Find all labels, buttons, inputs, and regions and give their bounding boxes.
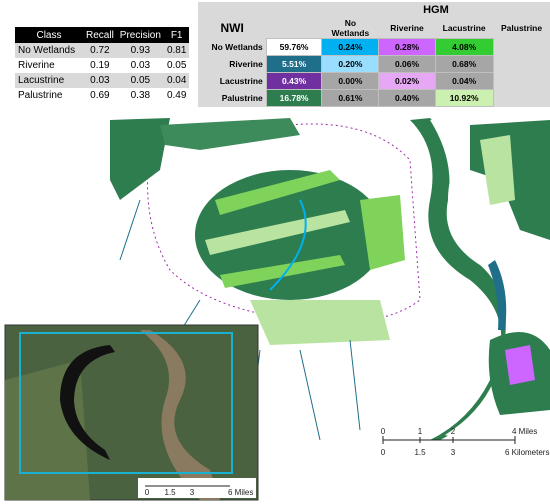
column-header: Lacustrine xyxy=(442,23,486,33)
palustrine-patch xyxy=(360,195,405,270)
metric-cell: 0.81 xyxy=(163,43,190,58)
scale-label: 1.5 xyxy=(414,448,426,457)
scale-label: 1.5 xyxy=(164,488,176,497)
matrix-cell: 0.20% xyxy=(321,55,380,73)
matrix-cell: 4.08% xyxy=(434,38,494,56)
table-row: No Wetlands 59.76% 0.24% 0.28% 4.08% xyxy=(198,38,550,56)
scale-box xyxy=(138,478,256,498)
scale-label: 6 Miles xyxy=(228,488,253,497)
column-header: Class xyxy=(15,27,83,43)
metric-cell: 0.05 xyxy=(116,73,164,88)
metric-cell: 0.19 xyxy=(90,60,110,71)
column-header: Recall xyxy=(83,27,117,43)
metric-cell: 0.49 xyxy=(166,90,187,101)
matrix-cell: 0.40% xyxy=(378,89,436,107)
column-header: F1 xyxy=(163,27,190,43)
spacer xyxy=(266,18,322,39)
spacer xyxy=(198,2,266,18)
scale-label: 6 Kilometers xyxy=(505,448,549,457)
wetland-map xyxy=(110,118,550,441)
matrix-cell: 0.00% xyxy=(321,72,380,90)
metric-cell: 0.72 xyxy=(83,43,117,58)
scale-label: 0 xyxy=(381,427,386,436)
metric-cell: 0.05 xyxy=(166,60,187,71)
column-header: Precision xyxy=(116,27,164,43)
river-bank xyxy=(410,118,514,440)
column-title: HGM xyxy=(423,4,449,16)
forest-patch xyxy=(110,118,170,200)
matrix-cell: 0.04% xyxy=(434,72,494,90)
confusion-table: HGM NWI No Wetlands Riverine Lacustrine Pal… xyxy=(198,2,550,107)
river xyxy=(430,118,517,438)
lake-arc xyxy=(60,345,115,460)
forest-patch xyxy=(160,118,300,150)
row-header: Palustrine xyxy=(221,93,263,103)
table-row: Riverine 5.51% 0.20% 0.06% 0.68% xyxy=(198,55,550,73)
row-header: Lacustrine xyxy=(219,76,263,86)
row-header: Riverine xyxy=(229,59,263,69)
matrix-cell: 0.24% xyxy=(321,38,380,56)
palustrine-patch xyxy=(220,255,345,288)
matrix-cell: 16.78% xyxy=(265,89,323,107)
spacer xyxy=(266,2,322,18)
column-header: Riverine xyxy=(390,23,424,33)
palustrine-patch xyxy=(250,300,390,345)
palustrine-patch xyxy=(215,170,340,215)
matrix-cell: 59.76% xyxy=(265,38,323,56)
metric-cell: 0.38 xyxy=(130,90,151,101)
scale-label: 3 xyxy=(190,488,195,497)
scale-label: 2 xyxy=(451,427,456,436)
stream xyxy=(269,199,307,291)
matrix-cell: 0.06% xyxy=(378,55,436,73)
row-header: No Wetlands xyxy=(211,42,263,52)
column-header: Palustrine xyxy=(501,23,543,34)
scale-label: 0 xyxy=(145,488,150,497)
matrix-cell: 5.51% xyxy=(265,55,323,73)
matrix-cell: 10.92% xyxy=(434,89,494,107)
table-row: Palustrine 0.69 0.38 0.49 xyxy=(15,88,189,103)
metric-cell: 0.03 xyxy=(83,73,117,88)
table-row: Lacustrine 0.03 0.05 0.04 xyxy=(15,73,190,88)
metric-cell: 0.93 xyxy=(116,43,164,58)
matrix-cell: 0.68% xyxy=(434,55,494,73)
scale-label: 0 xyxy=(381,448,386,457)
row-title: NWI xyxy=(220,21,244,36)
column-header: No Wetlands xyxy=(331,18,370,38)
inset-image: 0 1.5 3 6 Miles xyxy=(4,324,259,501)
palustrine-patch xyxy=(480,135,515,205)
metric-cell: 0.69 xyxy=(90,90,110,101)
extent-box xyxy=(19,332,233,474)
table-row: Lacustrine 0.43% 0.00% 0.02% 0.04% xyxy=(198,72,550,90)
matrix-cell: 0.02% xyxy=(378,72,436,90)
scale-label: 3 xyxy=(451,448,456,457)
matrix-cell: 0.61% xyxy=(321,89,380,107)
metric-cell: 0.03 xyxy=(130,60,151,71)
table-row: Riverine 0.19 0.03 0.05 xyxy=(15,58,189,73)
metric-cell: 0.04 xyxy=(163,73,190,88)
lacustrine-patch xyxy=(505,345,535,385)
class-cell: Riverine xyxy=(18,60,55,71)
matrix-cell: 0.28% xyxy=(378,38,436,56)
table-row: Palustrine 16.78% 0.61% 0.40% 10.92% xyxy=(198,89,550,107)
matrix-cell: 0.43% xyxy=(265,72,323,90)
map-scale-bar: 0 1 2 4 Miles 0 1.5 3 6 Kilometers xyxy=(381,427,550,457)
scale-label: 1 xyxy=(418,427,423,436)
table-row: No Wetlands 0.72 0.93 0.81 xyxy=(15,43,190,58)
class-cell: Lacustrine xyxy=(15,73,83,88)
scale-label: 4 Miles xyxy=(512,427,537,436)
palustrine-patch xyxy=(205,210,350,255)
class-cell: No Wetlands xyxy=(15,43,83,58)
metrics-table: Class Recall Precision F1 No Wetlands 0.72 0.9… xyxy=(15,27,190,103)
class-cell: Palustrine xyxy=(18,90,63,101)
channel xyxy=(488,260,507,330)
